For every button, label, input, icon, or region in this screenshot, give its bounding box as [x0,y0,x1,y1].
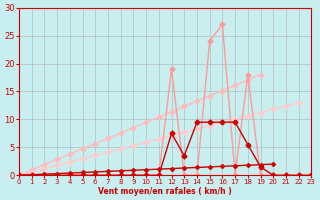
X-axis label: Vent moyen/en rafales ( km/h ): Vent moyen/en rafales ( km/h ) [98,187,232,196]
